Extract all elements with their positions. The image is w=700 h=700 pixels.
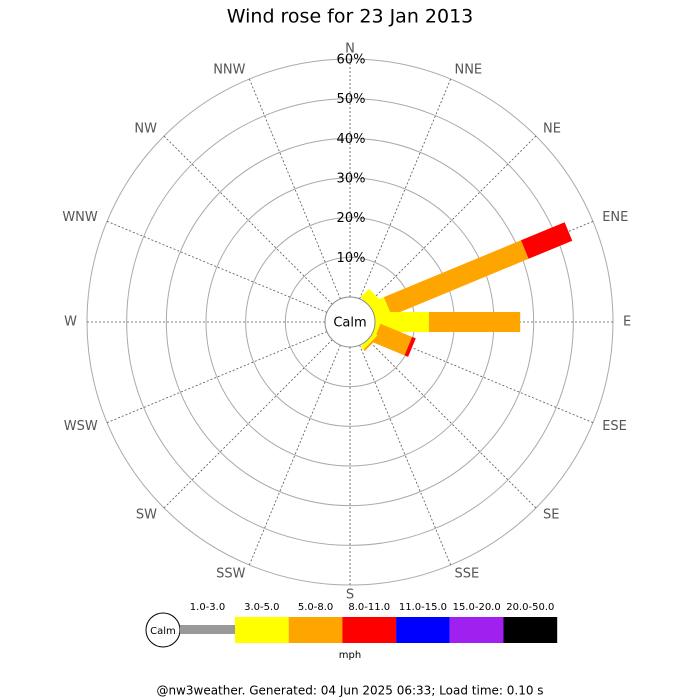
grid-ring	[165, 137, 535, 507]
r-tick-label: 20%	[337, 211, 366, 226]
legend-label: 11.0-15.0	[399, 602, 447, 613]
direction-label: NNE	[454, 62, 482, 77]
wind-bar	[521, 222, 573, 259]
r-tick-label: 10%	[337, 251, 366, 266]
direction-label: E	[623, 315, 631, 330]
direction-label: ESE	[602, 419, 627, 434]
legend-swatch	[235, 617, 289, 643]
wind-bar	[372, 323, 413, 356]
calm-circle	[324, 296, 376, 348]
footer: @nw3weather. Generated: 04 Jun 2025 06:3…	[156, 684, 543, 698]
legend-swatch	[396, 617, 450, 643]
direction-label: SW	[136, 508, 157, 523]
legend-swatch	[503, 617, 558, 643]
direction-label: S	[346, 588, 354, 603]
direction-label: NW	[134, 121, 157, 136]
calm-label: Calm	[333, 316, 366, 331]
r-tick-label: 50%	[337, 92, 366, 107]
direction-label: SE	[543, 508, 559, 523]
legend-unit: mph	[339, 650, 361, 661]
direction-label: SSE	[454, 567, 479, 582]
chart-title: Wind rose for 23 Jan 2013	[227, 6, 474, 28]
direction-label: N	[345, 42, 355, 57]
legend-swatch	[288, 617, 343, 643]
legend-label: 20.0-50.0	[506, 602, 554, 613]
legend-calm-label: Calm	[150, 626, 176, 637]
legend-swatch	[180, 625, 235, 634]
direction-label: W	[64, 315, 77, 330]
wind-bar	[363, 335, 379, 351]
direction-label: NNW	[213, 62, 245, 77]
legend-label: 15.0-20.0	[453, 602, 501, 613]
wind-bar	[404, 336, 416, 357]
wind-bar	[360, 332, 378, 350]
direction-label: NE	[543, 121, 561, 136]
legend-swatch	[342, 617, 397, 643]
wind-bar	[383, 240, 529, 316]
direction-label: WNW	[62, 210, 98, 225]
r-tick-label: 60%	[337, 53, 366, 68]
r-tick-label: 30%	[337, 172, 366, 187]
legend-label: 1.0-3.0	[190, 602, 225, 613]
legend-label: 8.0-11.0	[348, 602, 390, 613]
rose: N NNE NE ENE E ESE SE SSE S SSW SW WSW W WNW NW NNW 10% 2…	[62, 42, 631, 603]
r-tick-label: 40%	[337, 132, 366, 147]
legend-label: 5.0-8.0	[298, 602, 333, 613]
direction-label: ENE	[602, 210, 628, 225]
grid-ring	[126, 98, 574, 546]
direction-label: SSW	[216, 567, 246, 582]
wind-bar	[428, 312, 521, 332]
legend-label: 3.0-5.0	[244, 602, 279, 613]
legend: Calm 1.0-3.0 3.0-5.0 5.0-8.0 8.0-11.0 11.0-15…	[145, 602, 558, 661]
legend-swatch	[449, 617, 504, 643]
wind-bar	[375, 312, 429, 332]
direction-label: WSW	[64, 419, 98, 434]
